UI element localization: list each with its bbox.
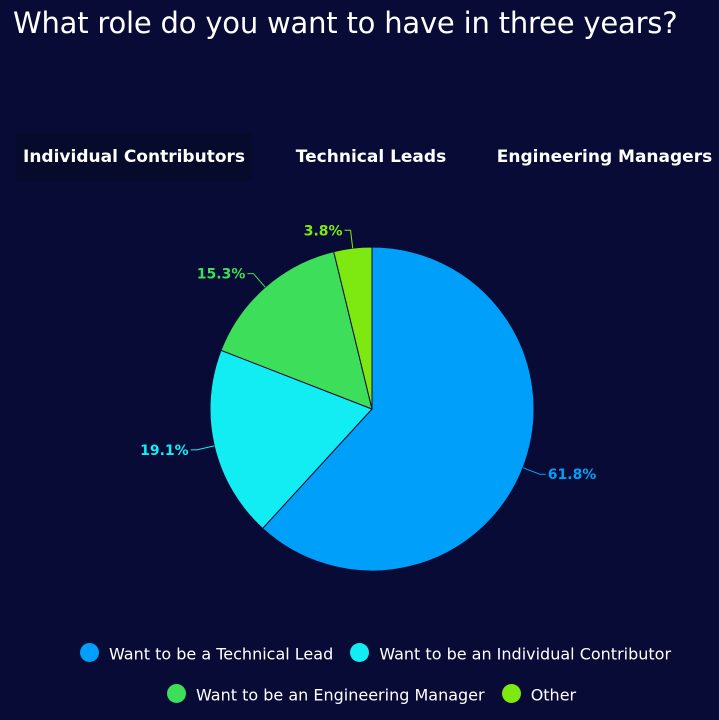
tab-technical-leads[interactable]: Technical Leads xyxy=(295,147,447,167)
legend-marker-icon xyxy=(80,643,99,662)
label-connector-individual-contributor xyxy=(190,445,215,451)
legend-item-technical-lead[interactable]: Want to be a Technical Lead xyxy=(80,640,333,668)
legend-item-engineering-manager[interactable]: Want to be an Engineering Manager xyxy=(167,681,485,709)
chart-title: What role do you want to have in three y… xyxy=(13,6,678,40)
slice-label-individual-contributor: 19.1% xyxy=(140,443,189,459)
legend-label: Want to be a Technical Lead xyxy=(109,644,334,664)
tab-engineering-managers[interactable]: Engineering Managers xyxy=(496,147,713,167)
legend-label: Want to be an Engineering Manager xyxy=(196,685,485,705)
legend-marker-icon xyxy=(350,643,370,662)
tab-bar: Individual Contributors Technical Leads … xyxy=(16,133,719,181)
slice-label-engineering-manager: 15.3% xyxy=(197,267,246,283)
label-connector-technical-lead xyxy=(522,467,546,475)
tab-individual-contributors[interactable]: Individual Contributors xyxy=(16,133,252,181)
slice-label-technical-lead: 61.8% xyxy=(548,467,597,483)
slice-label-other: 3.8% xyxy=(304,223,343,239)
pie-slice-other[interactable] xyxy=(333,246,373,410)
legend-marker-icon xyxy=(167,684,186,703)
legend-marker-icon xyxy=(501,684,521,703)
label-connector-engineering-manager xyxy=(247,273,266,288)
pie-slices xyxy=(209,246,535,572)
legend-item-other[interactable]: Other xyxy=(501,681,577,709)
pie-chart: 61.8% 19.1% 15.3% 3.8% xyxy=(140,223,596,572)
label-connectors xyxy=(190,229,546,475)
slice-labels: 61.8% 19.1% 15.3% 3.8% xyxy=(140,223,596,483)
legend-label: Want to be an Individual Contributor xyxy=(379,644,672,664)
pie-slice-engineering-manager[interactable] xyxy=(220,250,373,410)
pie-slice-individual-contributor[interactable] xyxy=(209,349,373,530)
legend-item-individual-contributor[interactable]: Want to be an Individual Contributor xyxy=(350,640,671,668)
label-connector-other xyxy=(344,229,354,249)
legend-label: Other xyxy=(530,685,577,705)
